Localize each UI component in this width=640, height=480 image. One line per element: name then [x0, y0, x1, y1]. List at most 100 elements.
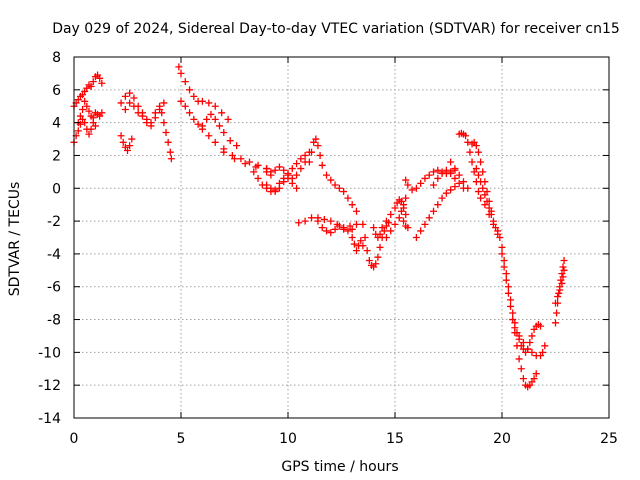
- series-track-27: [468, 138, 495, 215]
- data-point: [357, 237, 365, 245]
- data-point: [509, 316, 517, 324]
- data-point: [558, 279, 566, 287]
- x-tick-label: 25: [600, 431, 618, 447]
- data-point: [335, 222, 343, 230]
- data-point: [376, 243, 384, 251]
- data-point: [198, 97, 206, 105]
- data-point: [331, 225, 339, 233]
- data-point: [387, 227, 395, 235]
- data-point: [451, 183, 459, 191]
- data-point: [138, 112, 146, 120]
- series-track-10: [220, 148, 275, 179]
- data-point: [76, 112, 84, 120]
- data-point: [464, 184, 472, 192]
- data-point: [211, 102, 219, 110]
- y-tick-label: -4: [47, 247, 61, 263]
- data-point: [464, 138, 472, 146]
- data-point: [500, 263, 508, 271]
- data-point: [117, 132, 125, 140]
- data-point: [494, 227, 502, 235]
- x-axis-tick-labels: 0 5 10 15 20 25: [70, 431, 618, 447]
- data-point: [348, 225, 356, 233]
- y-tick-label: 2: [52, 148, 61, 164]
- data-point: [288, 165, 296, 173]
- series-track-15: [305, 135, 360, 215]
- data-point: [284, 174, 292, 182]
- data-point: [340, 188, 348, 196]
- series-track-25: [447, 158, 472, 192]
- data-points: [70, 63, 568, 391]
- data-point: [350, 240, 358, 248]
- data-point: [160, 99, 168, 107]
- data-point: [295, 219, 303, 227]
- series-track-13: [250, 168, 301, 196]
- data-point: [177, 69, 185, 77]
- data-point: [387, 211, 395, 219]
- data-point: [477, 194, 485, 202]
- data-point: [301, 151, 309, 159]
- data-point: [378, 224, 386, 232]
- data-point: [348, 234, 356, 241]
- data-point: [365, 256, 373, 264]
- y-tick-label: -2: [47, 214, 61, 230]
- data-point: [442, 189, 450, 197]
- data-point: [126, 142, 134, 150]
- data-point: [318, 161, 326, 169]
- data-point: [190, 115, 198, 123]
- data-point: [271, 186, 279, 194]
- data-point: [417, 179, 425, 187]
- series-track-9: [198, 125, 271, 173]
- data-point: [524, 345, 532, 353]
- data-point: [211, 138, 219, 146]
- data-point: [528, 332, 536, 340]
- data-point: [359, 220, 367, 228]
- x-tick-label: 0: [70, 431, 79, 447]
- y-axis-tick-labels: -14 -12 -10 -8 -6 -4 -2 0 2 4 6 8: [38, 50, 61, 427]
- data-point: [267, 188, 275, 196]
- data-point: [130, 94, 138, 102]
- data-point: [447, 170, 455, 178]
- data-point: [81, 97, 89, 105]
- series-track-31: [511, 324, 549, 360]
- data-point: [559, 273, 567, 281]
- data-point: [479, 168, 487, 176]
- data-point: [151, 109, 159, 117]
- data-point: [451, 174, 459, 182]
- data-point: [425, 214, 433, 222]
- data-point: [489, 220, 497, 228]
- data-point: [263, 165, 271, 173]
- data-point: [412, 234, 420, 241]
- data-point: [177, 97, 185, 105]
- data-point: [468, 158, 476, 166]
- data-point: [124, 147, 131, 155]
- data-point: [359, 242, 367, 250]
- x-tick-label: 10: [279, 431, 297, 447]
- data-point: [121, 106, 129, 114]
- data-point: [502, 276, 510, 284]
- data-point: [83, 102, 91, 110]
- data-point: [280, 166, 288, 174]
- series-track-8: [177, 97, 241, 150]
- data-point: [252, 163, 260, 171]
- data-point: [275, 179, 283, 187]
- data-point: [447, 186, 455, 194]
- series-track-20: [382, 194, 410, 241]
- data-point: [532, 370, 540, 378]
- data-point: [500, 256, 508, 264]
- data-point: [85, 130, 93, 138]
- data-point: [87, 112, 95, 120]
- data-point: [320, 215, 328, 223]
- data-point: [530, 375, 538, 383]
- data-point: [555, 289, 563, 297]
- data-point: [314, 217, 322, 225]
- data-point: [515, 332, 523, 340]
- data-point: [504, 289, 512, 297]
- data-point: [560, 266, 568, 274]
- y-tick-label: -12: [38, 378, 61, 394]
- data-point: [327, 217, 335, 225]
- data-point: [87, 83, 95, 91]
- data-point: [128, 135, 136, 143]
- data-point: [498, 243, 506, 251]
- data-point: [462, 132, 470, 140]
